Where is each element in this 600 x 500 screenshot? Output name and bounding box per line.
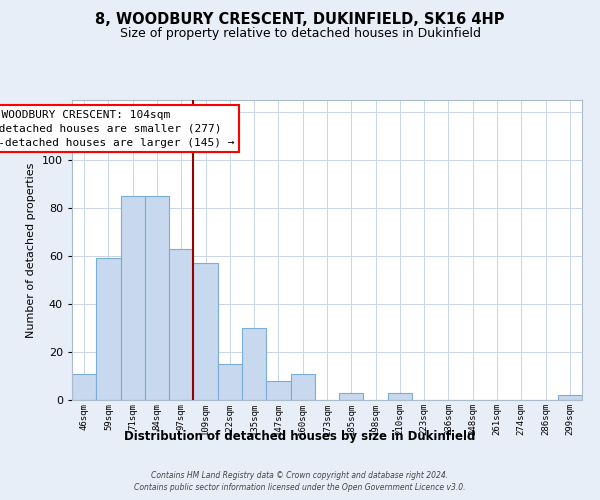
Text: Distribution of detached houses by size in Dukinfield: Distribution of detached houses by size … — [124, 430, 476, 443]
Bar — [242, 328, 266, 400]
Bar — [558, 395, 582, 400]
Bar — [388, 393, 412, 400]
Text: Contains public sector information licensed under the Open Government Licence v3: Contains public sector information licen… — [134, 484, 466, 492]
Text: Size of property relative to detached houses in Dukinfield: Size of property relative to detached ho… — [119, 28, 481, 40]
Text: 8 WOODBURY CRESCENT: 104sqm
← 65% of detached houses are smaller (277)
34% of se: 8 WOODBURY CRESCENT: 104sqm ← 65% of det… — [0, 110, 235, 148]
Bar — [290, 374, 315, 400]
Bar — [218, 364, 242, 400]
Bar — [193, 263, 218, 400]
Bar — [72, 374, 96, 400]
Bar — [339, 393, 364, 400]
Bar — [96, 258, 121, 400]
Bar — [266, 381, 290, 400]
Bar — [145, 196, 169, 400]
Bar — [169, 249, 193, 400]
Text: Contains HM Land Registry data © Crown copyright and database right 2024.: Contains HM Land Registry data © Crown c… — [151, 471, 449, 480]
Bar — [121, 196, 145, 400]
Y-axis label: Number of detached properties: Number of detached properties — [26, 162, 36, 338]
Text: 8, WOODBURY CRESCENT, DUKINFIELD, SK16 4HP: 8, WOODBURY CRESCENT, DUKINFIELD, SK16 4… — [95, 12, 505, 28]
